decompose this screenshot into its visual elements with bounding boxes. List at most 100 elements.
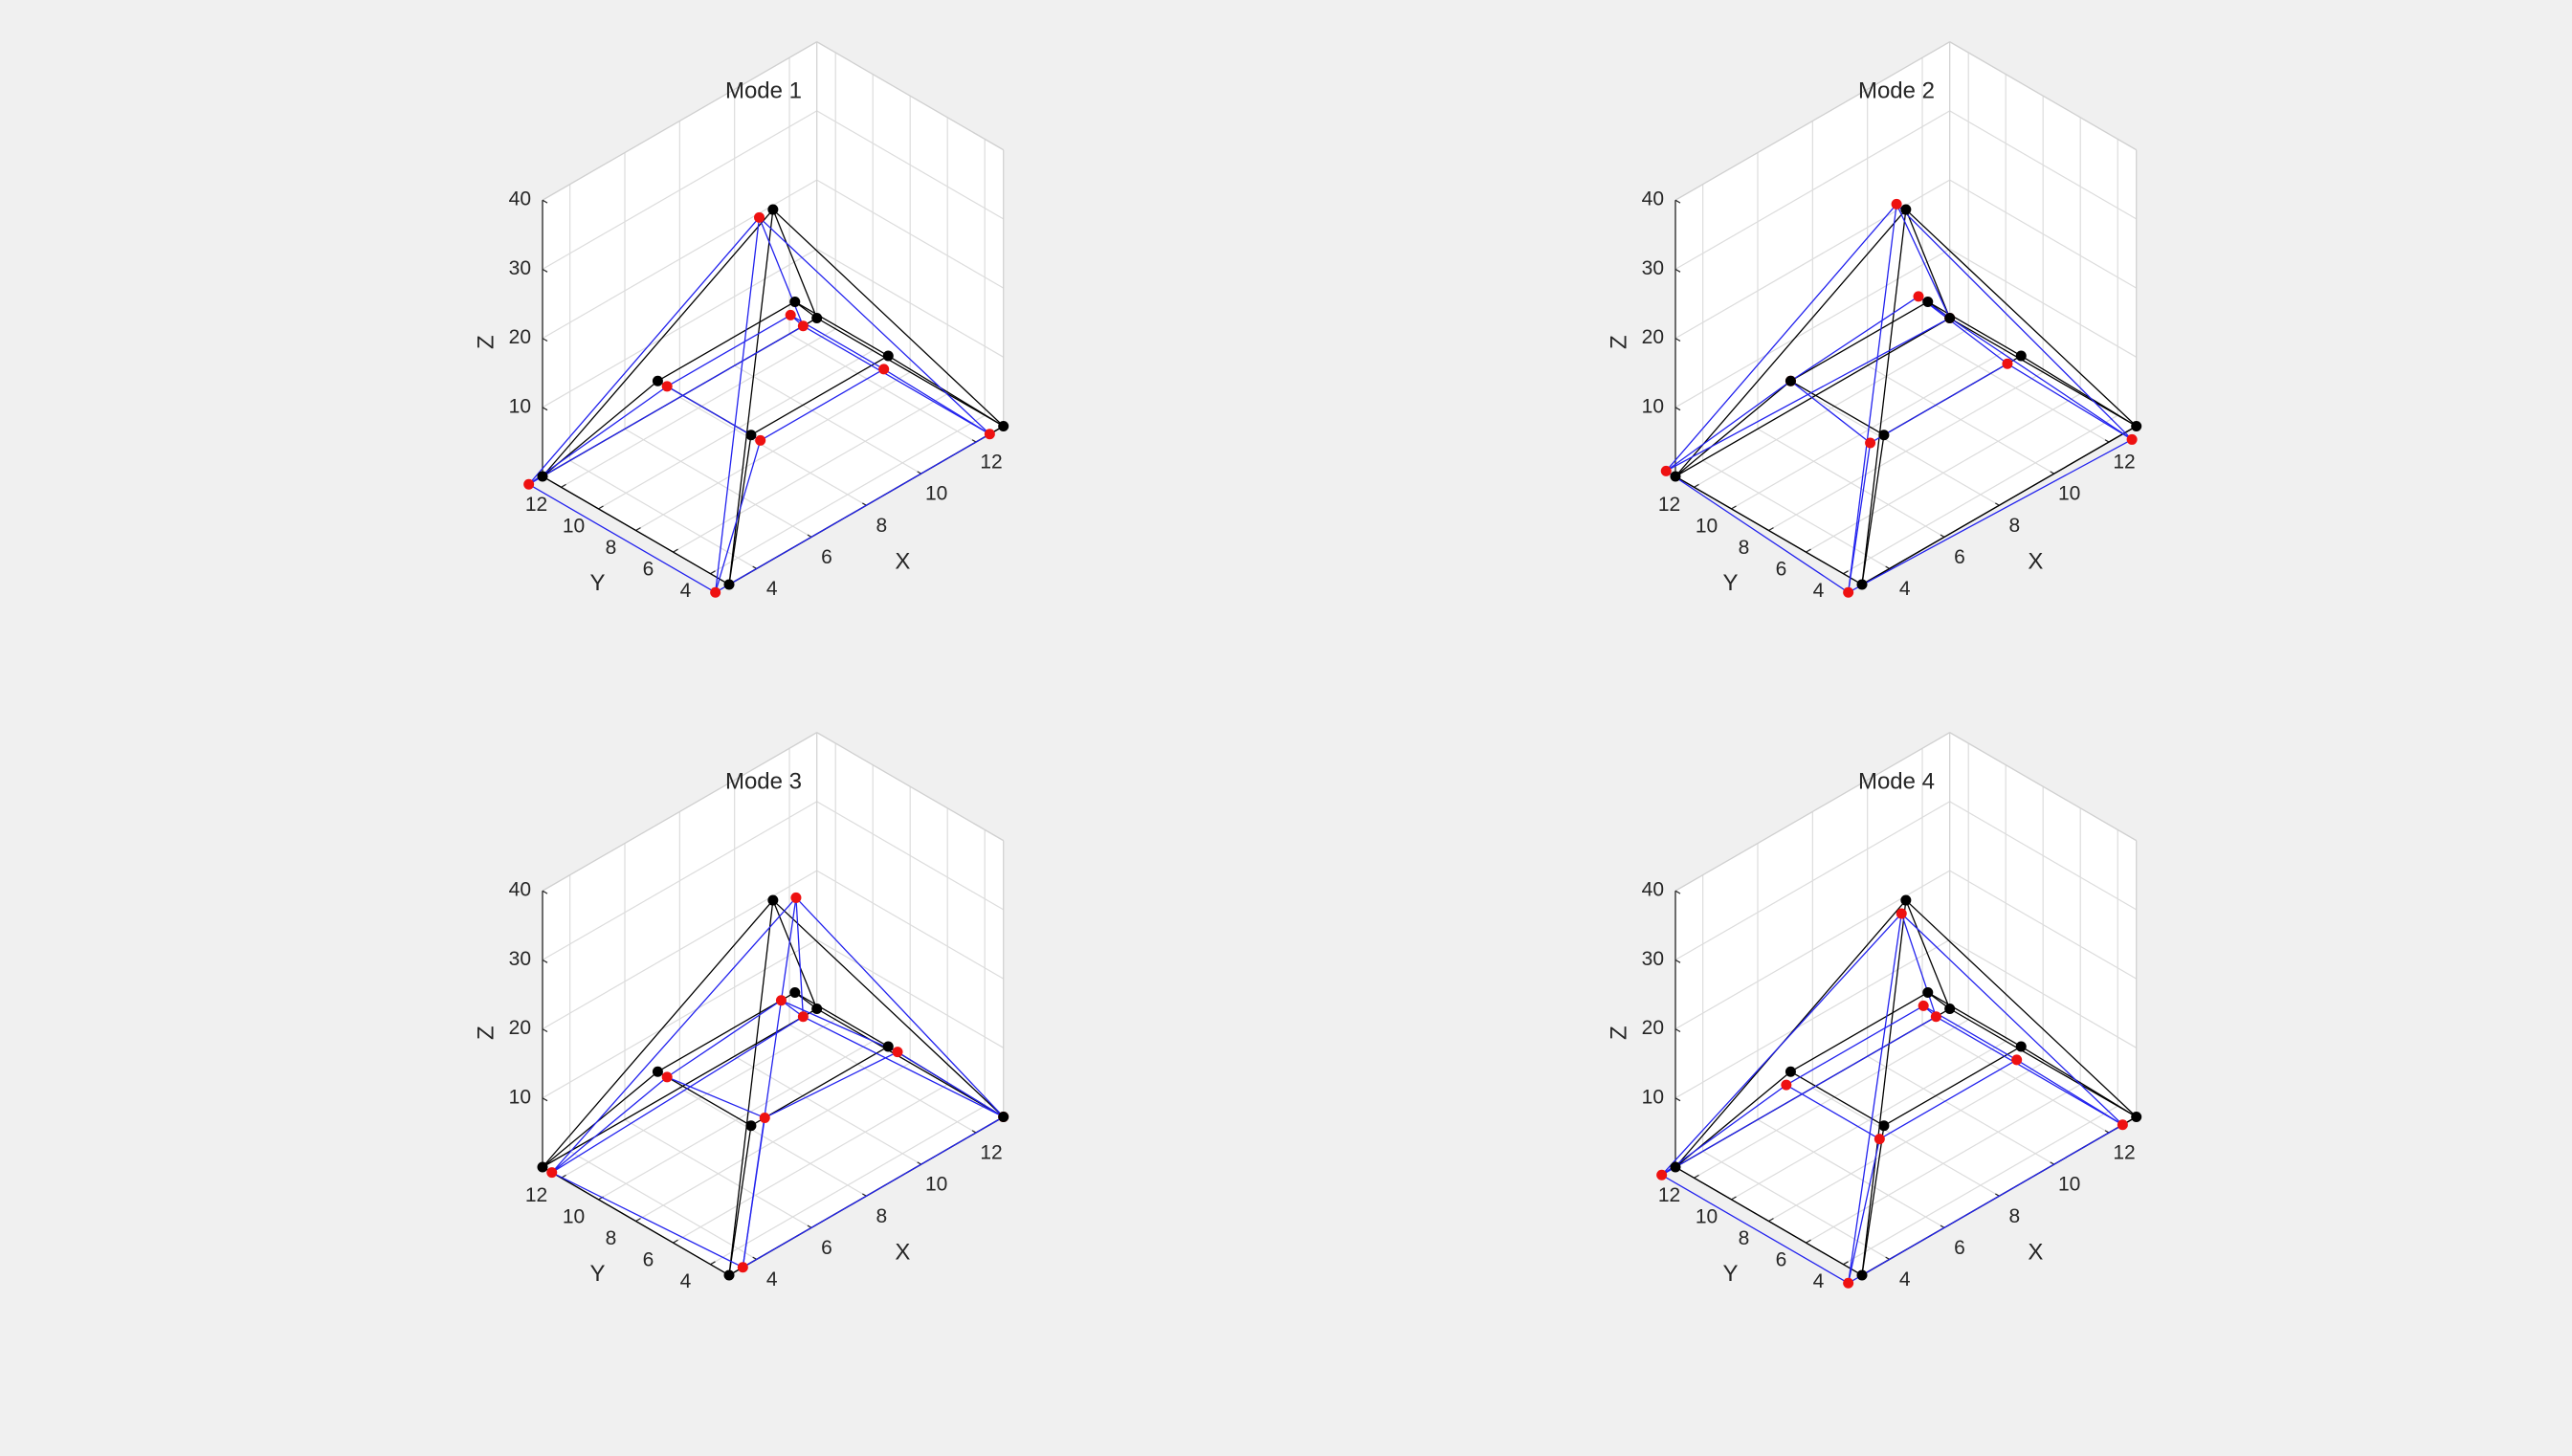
y-tick-label: 12 xyxy=(1658,1184,1680,1206)
undeformed-edge xyxy=(1674,209,1907,477)
undeformed-node xyxy=(537,471,548,482)
undeformed-edge xyxy=(1861,434,1885,585)
y-tick xyxy=(635,527,641,532)
y-tick-label: 6 xyxy=(1776,559,1787,581)
y-tick xyxy=(1806,1239,1811,1244)
y-tick-label: 6 xyxy=(643,559,654,581)
undeformed-edge xyxy=(1861,209,1907,585)
z-tick-label: 10 xyxy=(509,395,531,417)
z-tick-label: 40 xyxy=(509,879,531,901)
undeformed-node xyxy=(882,350,894,362)
deformed-node xyxy=(1918,1000,1929,1011)
deformed-edge xyxy=(1790,380,1871,444)
undeformed-node xyxy=(998,1112,1009,1122)
grid-line xyxy=(1949,179,2138,289)
deformed-edge xyxy=(1848,1138,1880,1284)
grid-line xyxy=(1694,328,1969,488)
undeformed-edge xyxy=(2020,355,2138,428)
deformed-node xyxy=(1865,437,1876,449)
undeformed-edge xyxy=(1883,1046,2022,1127)
y-tick xyxy=(1843,570,1849,575)
deformed-node xyxy=(754,211,765,223)
box-edge xyxy=(542,41,817,201)
z-tick-label: 30 xyxy=(509,257,531,279)
deformed-edge xyxy=(551,896,797,1174)
deformed-edge xyxy=(666,1076,765,1119)
grid-line xyxy=(542,110,817,270)
undeformed-edge xyxy=(772,209,1005,427)
deformed-edge xyxy=(551,1076,668,1174)
undeformed-edge xyxy=(1790,300,1929,382)
y-tick xyxy=(1731,505,1737,510)
undeformed-node xyxy=(652,1066,663,1077)
deformed-edge xyxy=(743,1115,1005,1268)
undeformed-edge xyxy=(1674,1166,1863,1276)
undeformed-edge xyxy=(542,209,774,477)
deformed-edge xyxy=(1936,1016,2123,1126)
y-tick xyxy=(673,1239,678,1244)
undeformed-node xyxy=(789,986,801,998)
undeformed-edge xyxy=(772,899,818,1009)
grid-line xyxy=(1674,801,1950,960)
x-tick xyxy=(917,1161,921,1165)
grid-line xyxy=(816,801,1005,911)
deformed-edge xyxy=(1848,913,1902,1284)
x-axis-label: X xyxy=(895,1240,910,1266)
x-tick xyxy=(1885,565,1890,569)
y-tick-label: 6 xyxy=(643,1249,654,1271)
deformed-node xyxy=(2002,358,2013,369)
x-axis-label: X xyxy=(2028,1240,2043,1266)
undeformed-edge xyxy=(728,899,774,1276)
deformed-edge xyxy=(715,440,762,593)
deformed-node xyxy=(2117,1119,2128,1131)
y-tick xyxy=(710,570,716,575)
deformed-edge xyxy=(1918,296,2008,364)
z-tick xyxy=(542,268,548,273)
undeformed-node xyxy=(652,375,663,386)
undeformed-node xyxy=(767,894,779,906)
deformed-edge xyxy=(758,217,804,327)
z-tick xyxy=(1674,338,1681,342)
chart-title: Mode 4 xyxy=(1858,768,1935,794)
y-axis-label: Y xyxy=(589,570,605,596)
grid-line xyxy=(816,938,1005,1048)
x-tick-label: 8 xyxy=(876,515,888,537)
box-edge xyxy=(1949,41,2138,151)
undeformed-node xyxy=(882,1041,894,1052)
x-axis-label: X xyxy=(895,549,910,575)
undeformed-node xyxy=(2015,350,2027,362)
y-tick-label: 12 xyxy=(1658,494,1680,516)
box-edge xyxy=(816,732,1005,842)
deformed-edge xyxy=(1661,1174,1849,1284)
deformed-edge xyxy=(2007,363,2133,440)
chart-title: Mode 2 xyxy=(1858,77,1935,103)
grid-line xyxy=(1694,1019,1969,1179)
grid-line xyxy=(1674,938,1950,1099)
deformed-edge xyxy=(764,1051,898,1119)
undeformed-edge xyxy=(542,1166,730,1276)
deformed-node xyxy=(1781,1079,1792,1091)
undeformed-edge xyxy=(1905,899,2138,1117)
x-tick xyxy=(971,1130,977,1134)
x-tick-label: 10 xyxy=(925,483,947,505)
deformed-node xyxy=(1930,1011,1941,1023)
z-tick-label: 10 xyxy=(509,1086,531,1108)
deformed-node xyxy=(661,381,673,392)
deformed-edge xyxy=(1661,1016,1937,1176)
undeformed-node xyxy=(1670,1161,1681,1173)
z-tick xyxy=(542,890,548,894)
deformed-edge xyxy=(715,217,761,593)
y-axis-label: Y xyxy=(1722,1261,1738,1287)
deformed-edge xyxy=(1848,204,1897,593)
z-tick xyxy=(542,338,548,342)
grid-line xyxy=(635,371,911,532)
x-tick-label: 4 xyxy=(766,1268,778,1291)
deformed-node xyxy=(1656,1169,1668,1180)
deformed-edge xyxy=(742,897,797,1268)
x-tick-label: 4 xyxy=(1899,1268,1911,1291)
chart-title: Mode 1 xyxy=(725,77,802,103)
undeformed-node xyxy=(1878,1120,1890,1132)
y-tick-label: 4 xyxy=(680,1270,692,1292)
y-tick-label: 10 xyxy=(563,1205,585,1227)
undeformed-edge xyxy=(794,991,889,1048)
